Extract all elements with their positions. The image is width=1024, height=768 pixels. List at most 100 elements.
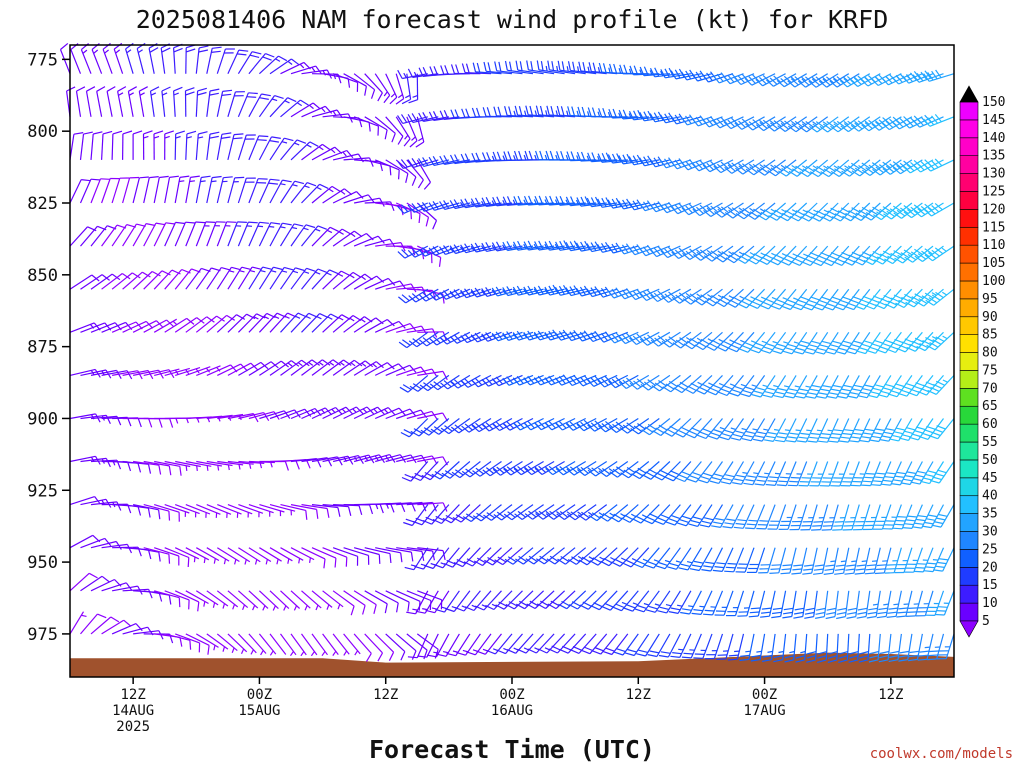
wind-barb	[143, 222, 166, 247]
wind-barb	[900, 461, 923, 486]
wind-barb	[884, 547, 902, 574]
wind-barb	[850, 116, 881, 132]
wind-barb	[90, 178, 111, 204]
wind-barb	[776, 461, 797, 487]
wind-barb	[122, 460, 152, 474]
wind-barb	[184, 87, 195, 117]
wind-barb	[385, 590, 410, 612]
wind-barb	[311, 226, 339, 247]
wind-barb	[206, 46, 222, 74]
wind-barb	[290, 504, 319, 519]
colorbar-segment	[959, 405, 979, 425]
wind-barb	[689, 547, 713, 572]
wind-barb	[724, 547, 745, 573]
wind-barb	[164, 504, 190, 517]
wind-barb	[547, 60, 576, 75]
wind-barb	[784, 633, 797, 663]
colorbar-top-arrow	[959, 85, 979, 103]
wind-barb	[858, 633, 871, 663]
colorbar-segment	[959, 567, 979, 586]
wind-barb	[534, 195, 565, 206]
wind-barb	[322, 228, 351, 247]
wind-barb	[758, 547, 776, 574]
wind-barb	[925, 590, 945, 616]
wind-barb	[301, 504, 330, 518]
wind-barb	[823, 288, 850, 311]
wind-barb	[407, 113, 439, 123]
wind-barb	[90, 616, 120, 635]
wind-barb	[587, 417, 618, 432]
wind-barb	[650, 331, 681, 347]
wind-barb	[311, 109, 343, 119]
wind-barb	[565, 417, 597, 431]
wind-barb	[842, 202, 871, 222]
wind-barb	[788, 159, 818, 177]
wind-barb	[782, 331, 808, 355]
wind-barb	[396, 114, 428, 124]
wind-barb	[852, 202, 881, 222]
wind-barb	[618, 374, 650, 390]
wind-barb	[407, 633, 429, 659]
wind-barb	[526, 590, 555, 610]
wind-barb	[639, 331, 671, 346]
wind-barb	[842, 504, 860, 531]
wind-barb	[916, 331, 944, 352]
wind-barb	[149, 86, 160, 117]
wind-barb	[248, 504, 274, 517]
wind-barb	[787, 461, 808, 487]
colorbar-label: 120	[982, 202, 1005, 217]
wind-barb	[586, 196, 618, 208]
wind-barb	[353, 547, 381, 564]
wind-barb	[461, 417, 492, 433]
wind-barb	[406, 455, 438, 465]
wind-barb	[602, 633, 629, 656]
wind-barb	[597, 197, 628, 208]
wind-barb	[586, 374, 618, 387]
x-tick-label: 14AUG	[112, 703, 154, 719]
wind-barb	[332, 73, 359, 92]
wind-barb	[756, 504, 776, 530]
wind-barb	[778, 159, 808, 177]
wind-barb	[607, 153, 639, 164]
wind-barb	[641, 418, 671, 436]
wind-barb	[216, 547, 240, 565]
wind-barb	[514, 504, 544, 520]
wind-barb	[787, 73, 818, 88]
wind-barb	[494, 547, 523, 566]
wind-barb	[927, 374, 955, 395]
wind-barb	[763, 418, 787, 442]
wind-barb	[395, 73, 405, 105]
wind-barb	[793, 590, 808, 619]
wind-barb	[395, 633, 417, 660]
colorbar-segment	[959, 477, 979, 497]
wind-barb	[248, 633, 267, 656]
wind-barb	[723, 116, 755, 130]
wind-barb	[795, 633, 808, 663]
wind-barb	[411, 461, 439, 482]
x-tick-label: 15AUG	[238, 703, 280, 719]
wind-barb	[375, 280, 406, 290]
wind-barb	[655, 547, 681, 570]
wind-barb	[924, 245, 955, 262]
wind-barb	[153, 130, 164, 160]
wind-barb	[461, 461, 492, 478]
wind-barb	[724, 202, 755, 219]
wind-barb	[866, 331, 892, 354]
colorbar-label: 70	[982, 381, 998, 396]
wind-barb	[502, 196, 534, 206]
wind-barb	[154, 504, 180, 522]
wind-barb	[143, 504, 171, 521]
wind-barb	[807, 418, 829, 443]
wind-barb	[713, 159, 744, 174]
wind-barb	[701, 547, 724, 572]
wind-barb	[79, 178, 101, 204]
wind-barb	[258, 136, 281, 161]
colorbar-label: 60	[982, 417, 998, 432]
wind-barb	[185, 316, 215, 333]
wind-barb	[640, 374, 671, 391]
x-tick-label: 2025	[116, 719, 150, 735]
wind-barb	[258, 222, 281, 247]
wind-barb	[874, 547, 892, 575]
wind-barb	[745, 504, 766, 530]
wind-barb	[216, 89, 233, 117]
